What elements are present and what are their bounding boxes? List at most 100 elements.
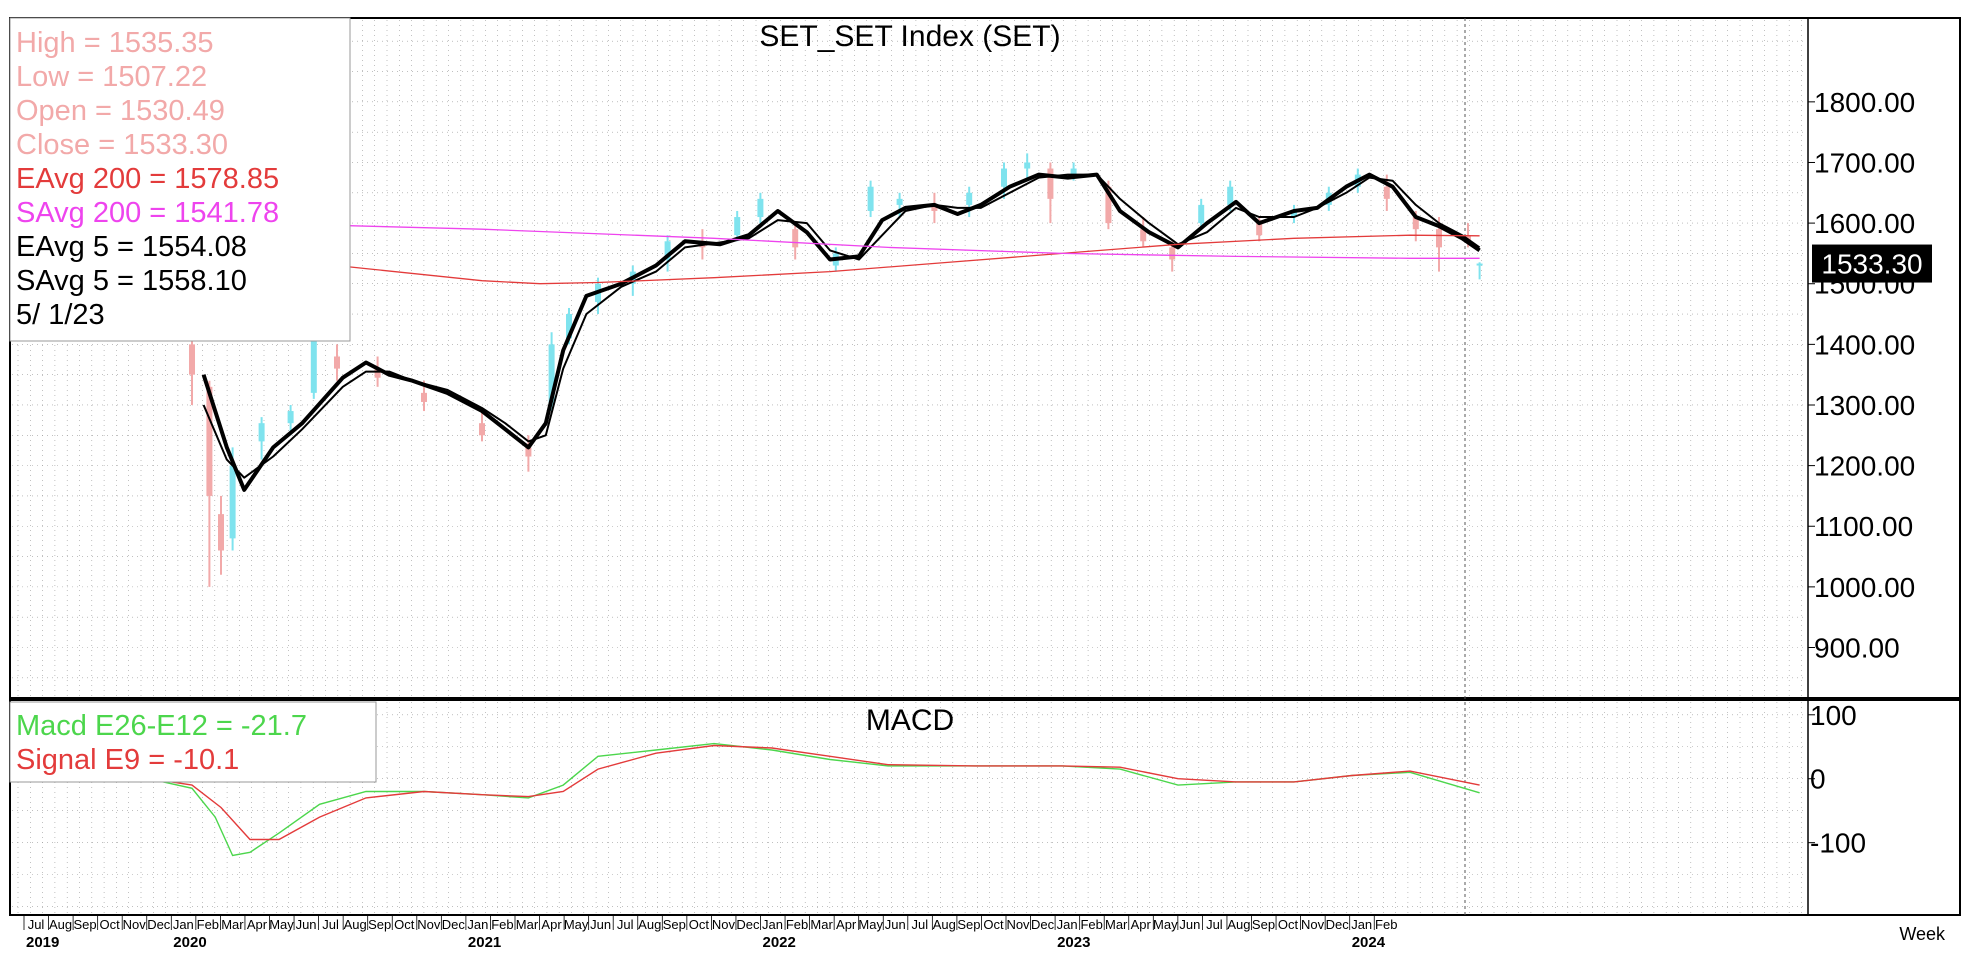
month-label: Apr: [1131, 917, 1152, 932]
year-label: 2019: [26, 934, 59, 951]
month-label: Jan: [1351, 917, 1372, 932]
price-info-row: Close = 1533.30: [16, 129, 228, 161]
month-label: Feb: [786, 917, 808, 932]
month-label: Jun: [590, 917, 611, 932]
month-label: Dec: [147, 917, 171, 932]
candle-body: [1105, 186, 1112, 224]
last-price-label: 1533.30: [1812, 244, 1932, 283]
candle-body: [218, 514, 224, 551]
macd-info-row: Macd E26-E12 = -21.7: [16, 710, 307, 742]
period-label: Week: [1899, 924, 1946, 944]
month-label: Jan: [1057, 917, 1078, 932]
candle-body: [229, 465, 236, 539]
price-y-tick-label: 1800.00: [1814, 87, 1915, 118]
series-line-signal-e9: [17, 744, 1480, 841]
macd-lines: [17, 742, 1480, 857]
month-label: Apr: [541, 917, 562, 932]
macd-chart-title: MACD: [866, 704, 954, 737]
month-label: Jan: [762, 917, 783, 932]
price-y-tick-label: 1300.00: [1814, 390, 1915, 421]
year-label: 2020: [173, 934, 206, 951]
series-line-macd-e26-e12: [17, 742, 1480, 857]
month-label: May: [1153, 917, 1178, 932]
price-chart-title: SET_SET Index (SET): [759, 20, 1060, 53]
candle-body: [525, 447, 532, 457]
month-label: Oct: [1278, 917, 1299, 932]
candle-body: [479, 423, 485, 436]
macd-y-ticks: 100 0 -100: [1808, 700, 1866, 859]
price-y-tick-label: 1700.00: [1814, 147, 1915, 178]
price-y-tick-label: 1200.00: [1814, 451, 1915, 482]
month-label: Nov: [1301, 917, 1325, 932]
month-label: Jun: [296, 917, 317, 932]
candle-body: [966, 192, 973, 205]
month-label: Nov: [1006, 917, 1030, 932]
candle-body: [1047, 168, 1054, 199]
year-label: 2022: [763, 934, 796, 951]
candle-body: [1412, 217, 1419, 230]
month-label: May: [564, 917, 589, 932]
month-label: Jan: [173, 917, 194, 932]
month-label: Dec: [1031, 917, 1055, 932]
month-label: Jul: [28, 917, 45, 932]
candle-body: [374, 368, 381, 378]
candle-body: [1001, 168, 1007, 187]
month-label: Dec: [442, 917, 466, 932]
year-label: 2023: [1057, 934, 1090, 951]
year-label: 2024: [1352, 934, 1386, 951]
month-label: Dec: [1326, 917, 1350, 932]
price-y-tick-label: 900.00: [1814, 632, 1900, 663]
month-label: Mar: [810, 917, 833, 932]
macd-y-tick-label: 100: [1810, 700, 1857, 731]
price-y-tick-label: 1400.00: [1814, 329, 1915, 360]
month-label: Dec: [736, 917, 760, 932]
candle-body: [1476, 263, 1483, 266]
candle-body: [867, 186, 874, 211]
candle-body: [1291, 210, 1297, 218]
price-y-tick-label: 1600.00: [1814, 208, 1915, 239]
month-label: Oct: [394, 917, 415, 932]
month-label: May: [269, 917, 294, 932]
month-label: Jul: [911, 917, 928, 932]
last-price-text: 1533.30: [1821, 249, 1922, 280]
candle-body: [206, 386, 213, 496]
price-info-row: EAvg 5 = 1554.08: [16, 231, 247, 263]
candle-body: [1024, 162, 1031, 169]
candle-body: [896, 198, 903, 205]
month-label: Jun: [1179, 917, 1200, 932]
month-label: Feb: [491, 917, 513, 932]
macd-info-row: Signal E9 = -10.1: [16, 744, 239, 776]
month-label: Mar: [1105, 917, 1128, 932]
month-label: Apr: [836, 917, 857, 932]
candle-body: [421, 392, 427, 402]
month-label: Aug: [344, 917, 367, 932]
candle-body: [734, 217, 741, 236]
month-label: Jan: [467, 917, 488, 932]
candle-body: [1070, 168, 1077, 175]
price-info-row: EAvg 200 = 1578.85: [16, 163, 279, 195]
price-info-row: Low = 1507.22: [16, 61, 207, 93]
month-label: Jul: [322, 917, 339, 932]
price-info-row: 5/ 1/23: [16, 299, 105, 331]
month-label: Sep: [74, 917, 97, 932]
month-label: Feb: [197, 917, 219, 932]
candle-body: [189, 344, 195, 375]
candle-body: [1140, 229, 1147, 242]
candle-body: [334, 356, 340, 369]
month-label: Sep: [957, 917, 980, 932]
month-label: Feb: [1375, 917, 1397, 932]
candle-body: [931, 204, 938, 211]
candle-body: [287, 411, 294, 424]
candle-body: [1198, 204, 1205, 224]
candle-body: [1227, 186, 1234, 205]
month-label: Sep: [1252, 917, 1275, 932]
month-label: Jul: [617, 917, 634, 932]
price-info-row: SAvg 5 = 1558.10: [16, 265, 247, 297]
price-panel-frame: [9, 17, 1961, 699]
price-info-row: SAvg 200 = 1541.78: [16, 197, 279, 229]
month-label: Jun: [885, 917, 906, 932]
candle-body: [757, 198, 764, 218]
